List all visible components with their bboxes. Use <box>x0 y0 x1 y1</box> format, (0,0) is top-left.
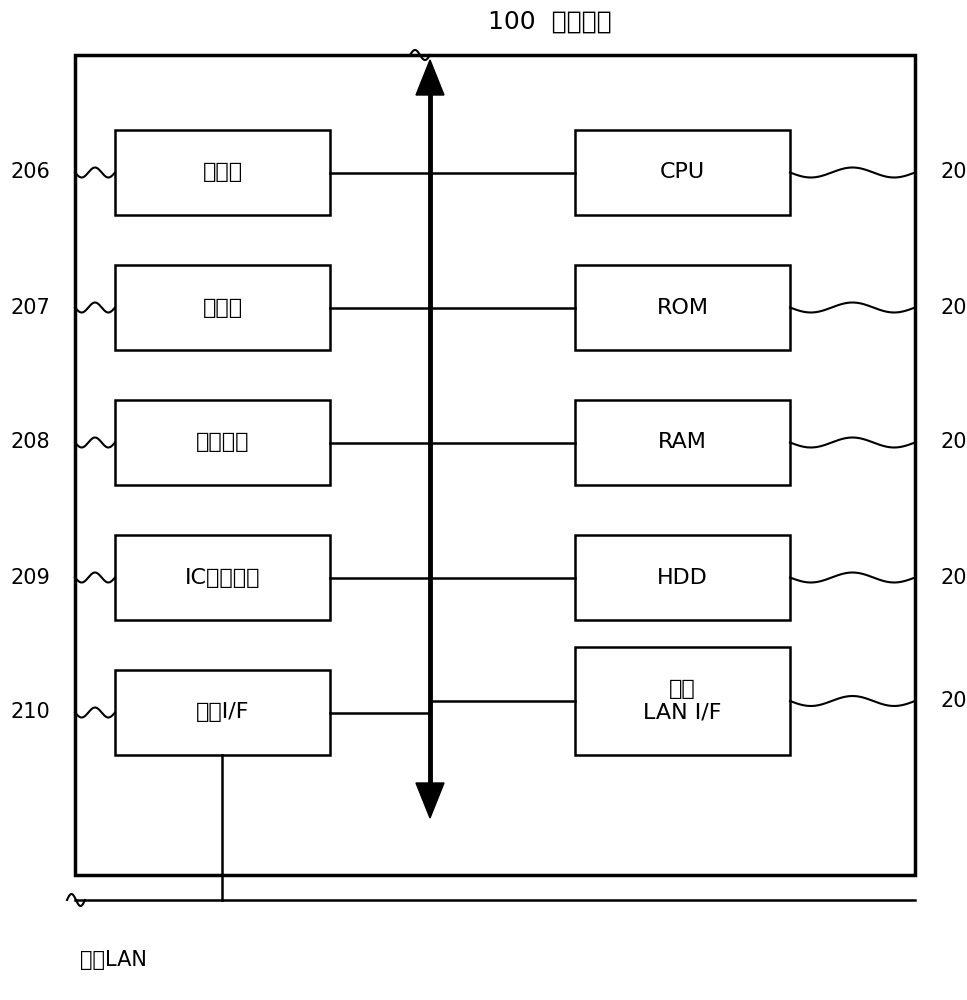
Bar <box>115 535 330 620</box>
Text: 打印机: 打印机 <box>202 162 243 182</box>
Bar <box>575 647 790 755</box>
Text: 无线
LAN I/F: 无线 LAN I/F <box>643 679 721 723</box>
Bar <box>115 670 330 755</box>
Text: 206: 206 <box>10 162 50 182</box>
Bar <box>115 265 330 350</box>
Bar <box>75 55 915 875</box>
Text: 201: 201 <box>940 162 967 182</box>
Text: 205: 205 <box>940 691 967 711</box>
Text: 有线LAN: 有线LAN <box>80 950 147 970</box>
Text: ROM: ROM <box>657 298 709 318</box>
Text: 202: 202 <box>940 298 967 318</box>
Bar <box>575 265 790 350</box>
Text: IC卡读取器: IC卡读取器 <box>185 568 260 587</box>
Text: 209: 209 <box>10 568 50 587</box>
Text: RAM: RAM <box>659 432 707 452</box>
FancyArrow shape <box>416 60 444 95</box>
Text: 210: 210 <box>10 702 50 722</box>
Text: 扫描仪: 扫描仪 <box>202 298 243 318</box>
Text: 207: 207 <box>10 298 50 318</box>
FancyArrow shape <box>416 783 444 818</box>
Text: 100  打印装置: 100 打印装置 <box>488 10 612 34</box>
Text: 203: 203 <box>940 432 967 452</box>
Text: HDD: HDD <box>657 568 708 587</box>
Bar <box>575 535 790 620</box>
Bar <box>575 130 790 215</box>
Text: 204: 204 <box>940 568 967 587</box>
Text: CPU: CPU <box>659 162 705 182</box>
Bar <box>115 400 330 485</box>
Text: 操作单元: 操作单元 <box>195 432 249 452</box>
Text: 网络I/F: 网络I/F <box>195 702 249 722</box>
Bar <box>115 130 330 215</box>
Text: 208: 208 <box>11 432 50 452</box>
Bar <box>575 400 790 485</box>
